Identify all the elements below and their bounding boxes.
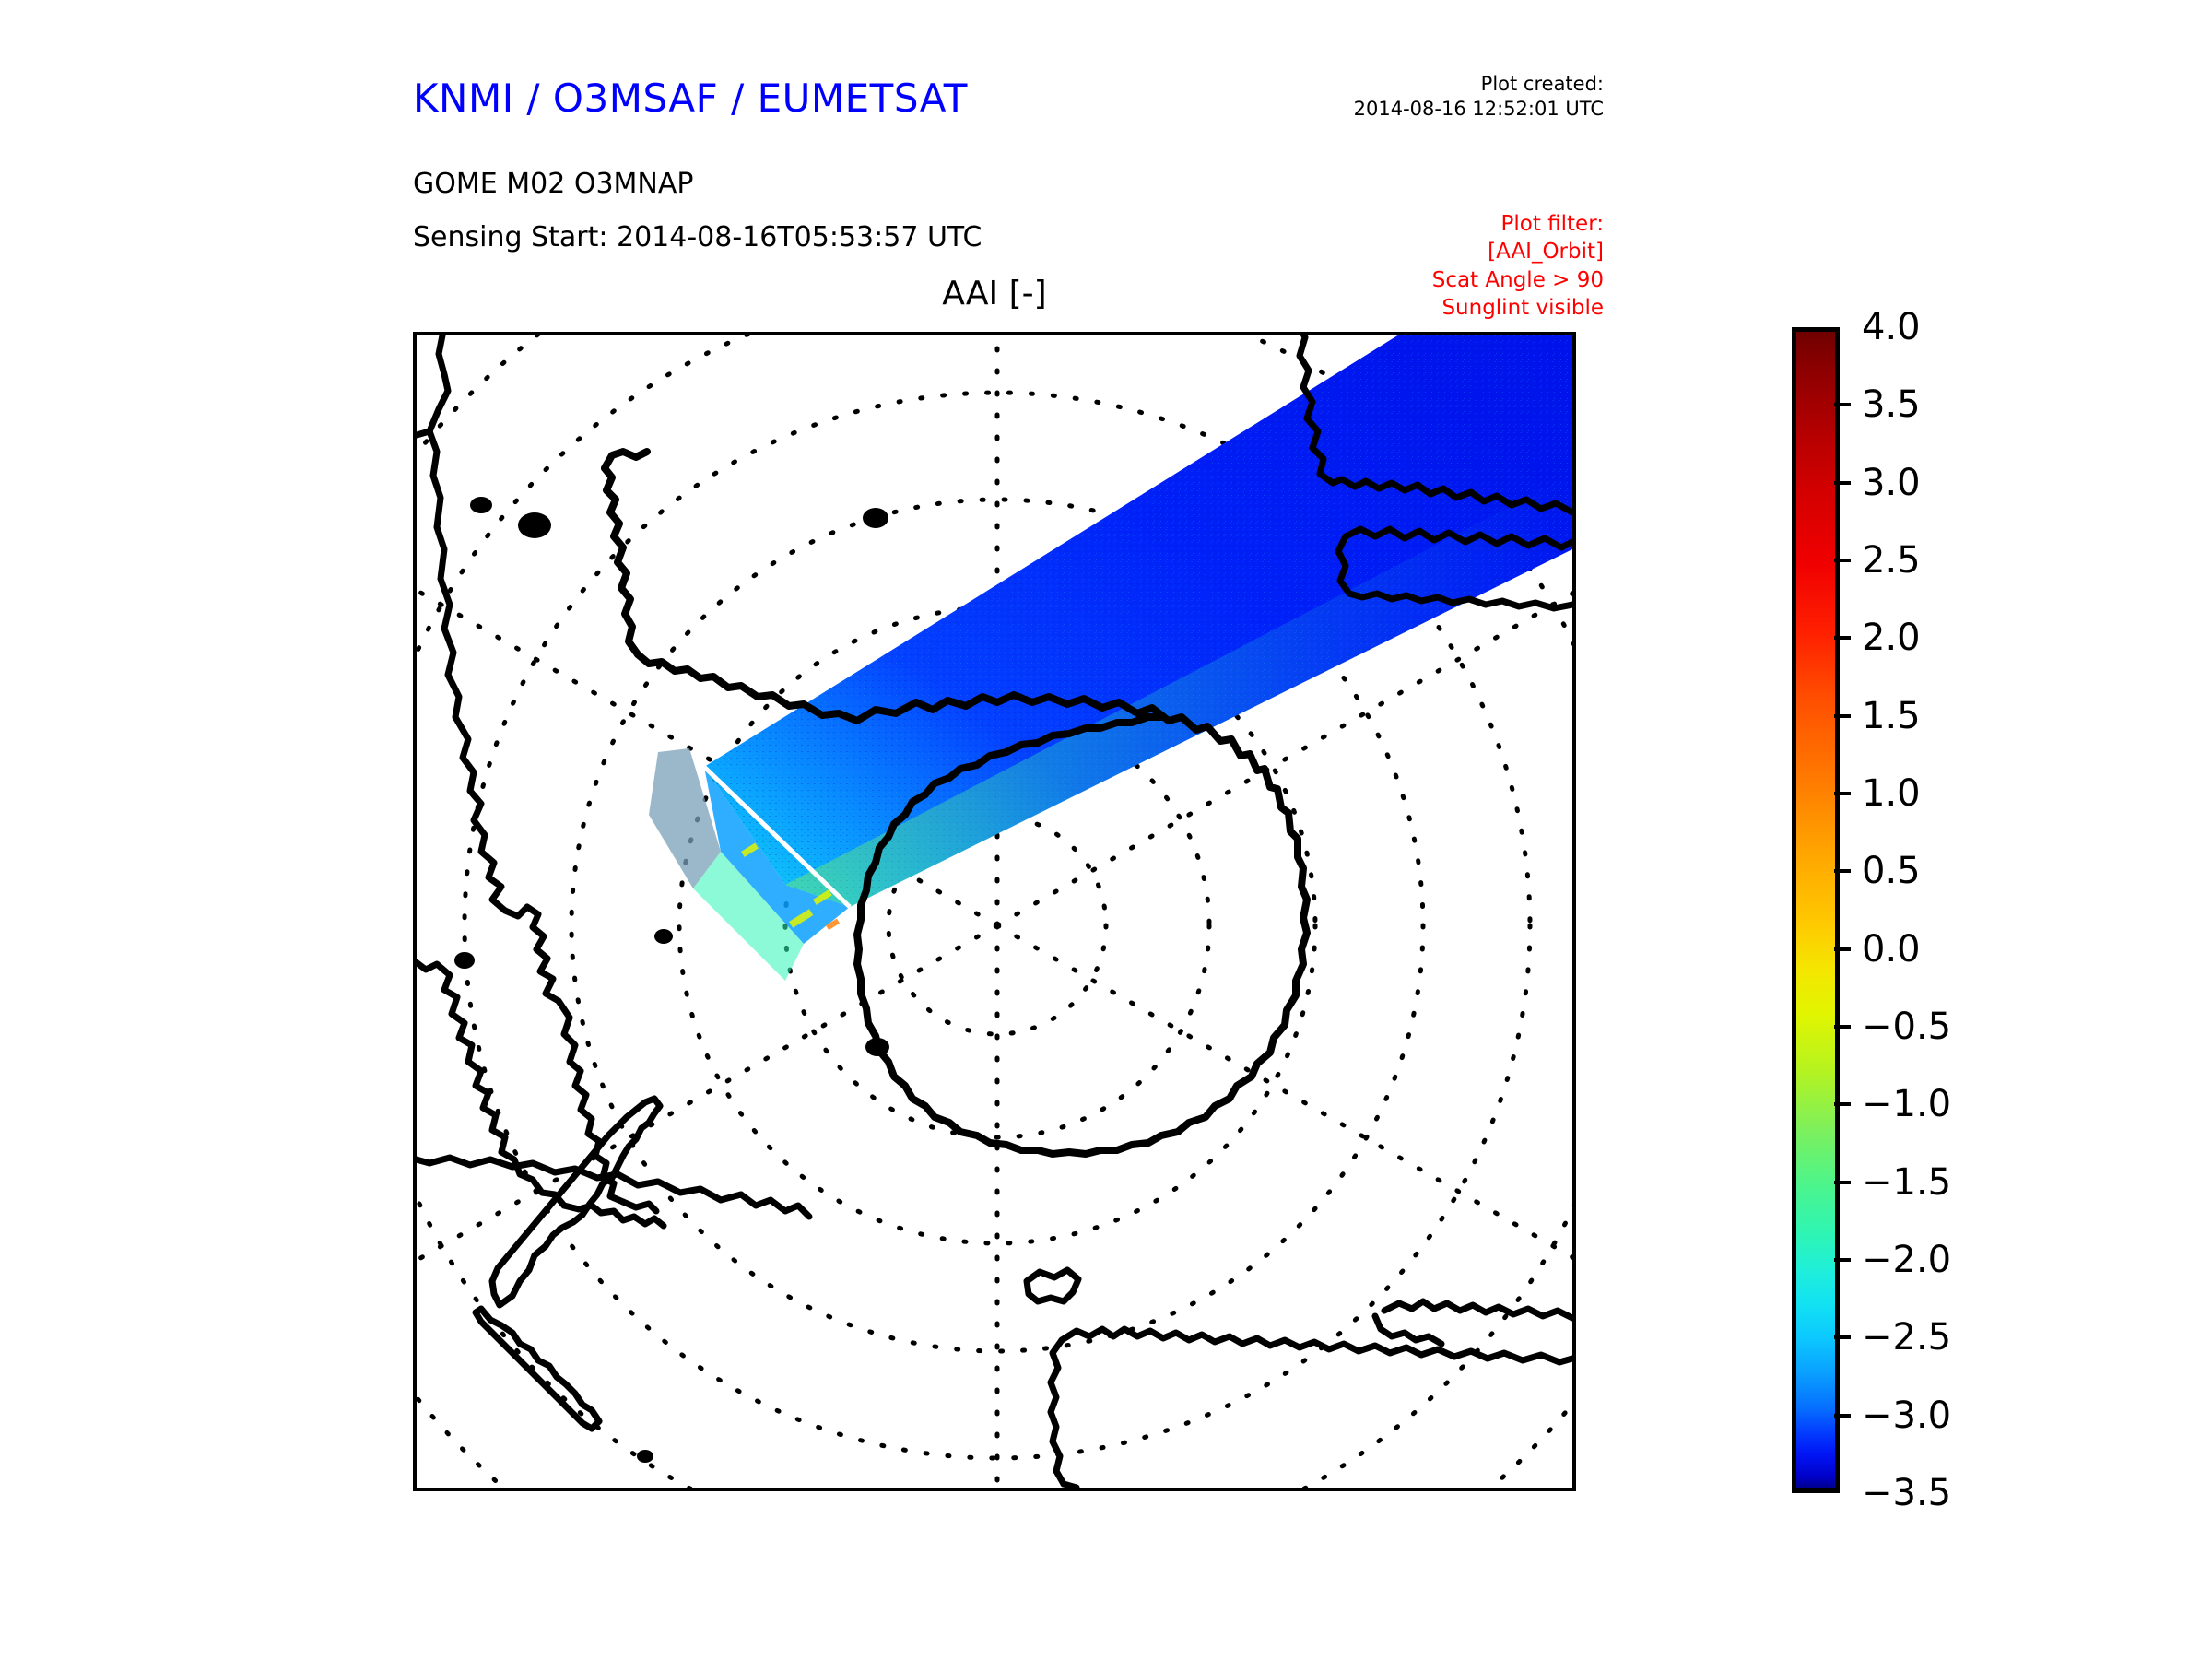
colorbar-tick-label: −3.5 — [1862, 1472, 1952, 1514]
colorbar-tick-mark — [1834, 1335, 1851, 1340]
colorbar-tick-label: −0.5 — [1862, 1006, 1952, 1048]
colorbar-tick-label: −2.0 — [1862, 1239, 1952, 1281]
plot-filter-sunglint: Sunglint visible — [1441, 296, 1604, 321]
colorbar-tick-mark — [1834, 1413, 1851, 1418]
colorbar-tick-mark — [1834, 1102, 1851, 1107]
colorbar-tick-label: −1.5 — [1862, 1160, 1952, 1204]
map-canvas — [417, 335, 1572, 1488]
plot-filter-scat-angle: Scat Angle > 90 — [1431, 267, 1604, 292]
map-plot-area[interactable] — [413, 332, 1576, 1491]
colorbar-tick-label: 2.5 — [1862, 539, 1921, 582]
colorbar-tick-label: 3.0 — [1862, 461, 1921, 504]
plot-filter-orbit: [AAI_Orbit] — [1488, 240, 1604, 265]
coastline-southern-africa — [1296, 335, 1572, 612]
plot-created-label: Plot created: — [1480, 73, 1604, 95]
colorbar-tick-mark — [1834, 713, 1851, 718]
colorbar-tick-mark — [1834, 947, 1851, 951]
swath-peak-values — [826, 918, 841, 931]
plot-created-block: Plot created: 2014-08-16 12:52:01 UTC — [1327, 72, 1604, 122]
colorbar-tick-label: 1.0 — [1862, 772, 1921, 815]
colorbar-tick-mark — [1834, 403, 1851, 407]
colorbar-tick-label: −3.0 — [1862, 1394, 1952, 1437]
colorbar-tick-label: 4.0 — [1862, 306, 1921, 348]
plot-filter-block: Plot filter: [AAI_Orbit] Scat Angle > 90… — [1309, 210, 1604, 322]
colorbar-tick-mark — [1834, 1258, 1851, 1262]
colorbar-tick-label: −1.0 — [1862, 1083, 1952, 1126]
colorbar-tick-label: 0.0 — [1862, 927, 1921, 971]
swath-high-values — [741, 842, 832, 928]
colorbar-gradient — [1792, 327, 1840, 1493]
instrument-product-label: GOME M02 O3MNAP — [413, 168, 694, 200]
colorbar[interactable]: 4.0 3.5 3.0 2.5 2.0 1.5 1.0 0.5 0.0 −0.5 −1.0 −1.5 −… — [1792, 306, 1951, 1514]
colorbar-tick-mark — [1834, 1180, 1851, 1184]
coastline-new-zealand — [472, 1095, 664, 1432]
colorbar-tick-label: −2.5 — [1862, 1316, 1952, 1359]
coastline-antarctica — [601, 448, 1311, 1158]
page-title: AAI [-] — [942, 275, 1047, 312]
colorbar-tick-mark — [1834, 1025, 1851, 1029]
coastline-australia — [1023, 1266, 1572, 1488]
colorbar-tick-label: 3.5 — [1862, 383, 1921, 427]
satellite-swath — [649, 335, 1572, 981]
colorbar-tick-label: 2.0 — [1862, 617, 1921, 660]
colorbar-tick-mark — [1834, 869, 1851, 874]
graticule-group — [417, 335, 1572, 1488]
colorbar-tick-label: 0.5 — [1862, 850, 1921, 893]
colorbar-tick-mark — [1834, 636, 1851, 641]
colorbar-tick-mark — [1834, 792, 1851, 795]
plot-created-timestamp: 2014-08-16 12:52:01 UTC — [1353, 97, 1604, 120]
colorbar-tick-mark — [1834, 559, 1851, 562]
organization-title: KNMI / O3MSAF / EUMETSAT — [413, 76, 968, 121]
sensing-start-label: Sensing Start: 2014-08-16T05:53:57 UTC — [413, 221, 982, 253]
colorbar-tick-mark — [1834, 480, 1851, 485]
colorbar-tick-label: 1.5 — [1862, 694, 1921, 737]
plot-filter-label: Plot filter: — [1500, 212, 1604, 236]
